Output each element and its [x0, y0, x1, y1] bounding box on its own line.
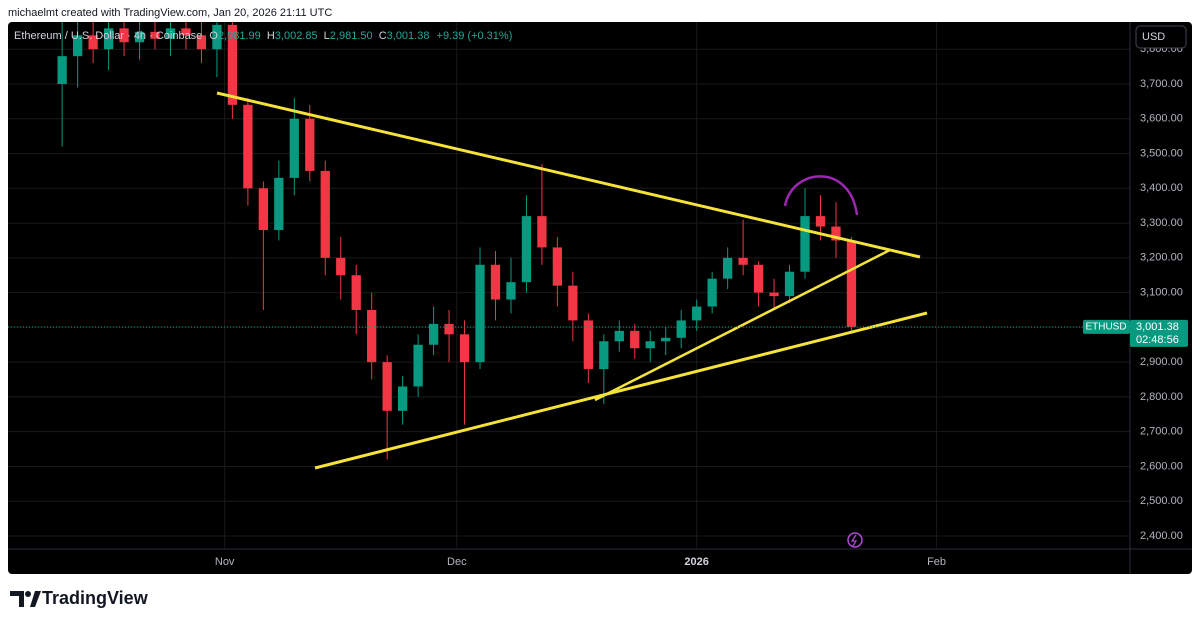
price-tag	[1130, 319, 1188, 347]
attribution: michaelmt created with TradingView.com, …	[8, 7, 332, 19]
candle-body	[490, 264, 501, 300]
trend-line	[216, 91, 921, 259]
candle-body	[305, 118, 315, 171]
candle-body	[552, 247, 563, 286]
legend-value: 2,981.99	[218, 30, 261, 42]
legend-title: Ethereum / U.S. Dollar · 4h · Coinbase	[14, 30, 202, 42]
candle-body	[397, 386, 408, 411]
candle-body	[181, 28, 191, 36]
candle-body	[784, 271, 795, 297]
candle-body	[119, 28, 129, 43]
y-tick-label: 2,900.00	[1140, 356, 1183, 368]
y-tick-label: 2,400.00	[1140, 530, 1183, 542]
y-tick-label: 2,700.00	[1140, 426, 1183, 438]
legend-change: +9.39 (+0.31%)	[437, 30, 513, 42]
countdown: 02:48:56	[1136, 334, 1179, 346]
legend-key: C	[379, 30, 387, 42]
candle-body	[831, 226, 841, 241]
arc-drawing	[783, 175, 859, 216]
candle-body	[568, 285, 578, 321]
candle-body	[289, 118, 299, 178]
candle-body	[134, 31, 145, 43]
candle-body	[537, 216, 547, 248]
y-tick-label: 3,700.00	[1140, 78, 1183, 90]
x-tick-label: 2026	[684, 556, 708, 568]
candle-body	[738, 257, 748, 265]
event-icon	[850, 534, 858, 547]
candle-body	[243, 104, 253, 189]
candle-body	[444, 323, 454, 335]
candle-body	[459, 334, 470, 363]
legend: Ethereum / U.S. Dollar · 4h · Coinbase O…	[14, 30, 512, 42]
y-tick-label: 3,400.00	[1140, 182, 1183, 194]
candle-body	[336, 257, 346, 276]
brand-logo	[10, 591, 41, 607]
chart-panel	[8, 22, 1192, 574]
candle-body	[258, 188, 268, 231]
candle-body	[428, 323, 439, 345]
event-icon	[847, 532, 863, 548]
candle-body	[645, 341, 655, 349]
trend-line	[594, 248, 891, 402]
drawings	[216, 91, 928, 548]
candle-body	[413, 344, 423, 387]
candle-body	[88, 35, 98, 50]
candle-body	[165, 28, 176, 39]
brand: TradingView	[42, 588, 149, 608]
candle-body	[753, 264, 764, 293]
candle-body	[320, 170, 330, 258]
candle-body	[815, 216, 826, 227]
candle-body	[769, 292, 779, 297]
candle-body	[707, 278, 717, 307]
candle-body	[630, 330, 640, 349]
candle-body	[599, 341, 609, 370]
y-tick-label: 3,500.00	[1140, 147, 1183, 159]
legend-value: 2,981.50	[330, 30, 373, 42]
candle-body	[227, 24, 238, 105]
trend-line	[314, 311, 928, 470]
candle-body	[506, 282, 516, 300]
y-tick-label: 3,100.00	[1140, 287, 1183, 299]
candle-body	[212, 24, 222, 50]
candle-body	[367, 309, 377, 363]
price-label: 3,001.38	[1136, 321, 1179, 333]
candle-body	[196, 35, 207, 50]
candle-body	[692, 306, 702, 321]
candle-body	[382, 362, 392, 411]
candle-body	[846, 240, 857, 327]
candle-body	[57, 56, 67, 84]
legend-value: 3,002.85	[275, 30, 318, 42]
y-tick-label: 2,600.00	[1140, 460, 1183, 472]
candle-body	[150, 31, 160, 39]
y-tick-label: 2,500.00	[1140, 495, 1183, 507]
x-tick-label: Nov	[215, 556, 235, 568]
candle-body	[583, 320, 593, 370]
candle-body	[72, 35, 83, 57]
legend-key: L	[324, 30, 330, 42]
candle-body	[274, 177, 284, 231]
currency[interactable]: USD	[1142, 31, 1165, 43]
y-tick-label: 3,200.00	[1140, 252, 1183, 264]
candle-body	[722, 257, 733, 279]
y-tick-label: 3,600.00	[1140, 113, 1183, 125]
candle-body	[614, 330, 624, 342]
x-tick-label: Dec	[447, 556, 467, 568]
candle-body	[676, 320, 686, 338]
y-tick-label: 2,800.00	[1140, 391, 1183, 403]
candle-body	[521, 216, 532, 283]
legend-key: H	[267, 30, 275, 42]
symbol-label: ETHUSD	[1085, 322, 1126, 333]
legend-key: O	[209, 30, 218, 42]
legend-value: 3,001.38	[387, 30, 430, 42]
candle-body	[800, 216, 810, 272]
candle-body	[351, 275, 361, 310]
currency-button[interactable]	[1135, 25, 1187, 49]
candle-body	[661, 337, 671, 342]
symbol-tag	[1083, 319, 1130, 334]
candle-body	[103, 28, 114, 50]
y-tick-label: 3,300.00	[1140, 217, 1183, 229]
candle-body	[475, 264, 485, 363]
x-tick-label: Feb	[927, 556, 946, 568]
